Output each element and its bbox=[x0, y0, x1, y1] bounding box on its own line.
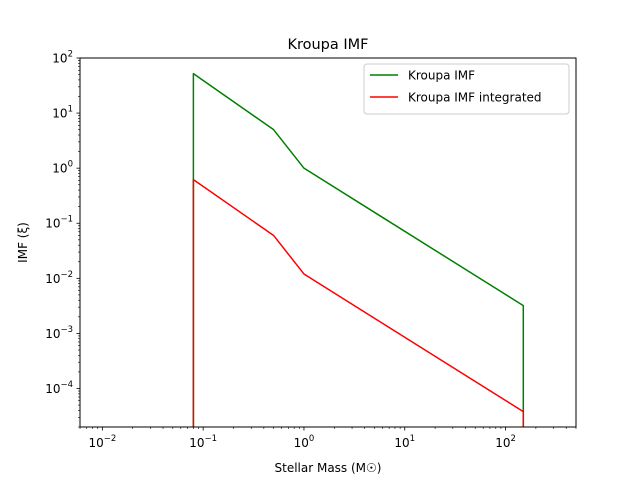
y-tick-label: 10−2 bbox=[45, 270, 73, 286]
legend-label: Kroupa IMF integrated bbox=[408, 91, 542, 105]
plot-area-frame bbox=[79, 57, 577, 428]
x-axis-label: Stellar Mass (M☉) bbox=[275, 461, 382, 475]
y-tick-label: 102 bbox=[52, 50, 73, 66]
series-line bbox=[192, 178, 525, 427]
legend-box bbox=[363, 63, 570, 115]
x-axis: 10−2 10−1 100 101 102 bbox=[79, 427, 577, 450]
y-tick-label: 10−4 bbox=[45, 380, 73, 396]
series-layer bbox=[192, 72, 525, 427]
y-tick-label: 100 bbox=[52, 160, 73, 176]
y-tick-label: 101 bbox=[52, 105, 73, 121]
legend: Kroupa IMF Kroupa IMF integrated bbox=[363, 63, 570, 115]
chart-title: Kroupa IMF bbox=[287, 37, 368, 53]
x-tick-label: 102 bbox=[495, 434, 516, 450]
x-tick-label: 101 bbox=[394, 434, 415, 450]
y-axis-label: IMF (ξ) bbox=[16, 222, 30, 263]
x-tick-label: 10−1 bbox=[189, 434, 217, 450]
y-tick-label: 10−1 bbox=[45, 215, 73, 231]
legend-label: Kroupa IMF bbox=[408, 69, 475, 83]
x-tick-label: 10−2 bbox=[88, 434, 116, 450]
series-line bbox=[192, 72, 525, 427]
x-tick-label: 100 bbox=[294, 434, 315, 450]
y-tick-label: 10−3 bbox=[45, 325, 73, 341]
y-axis: 10−4 10−3 10−2 10−1 100 101 102 bbox=[45, 50, 80, 428]
